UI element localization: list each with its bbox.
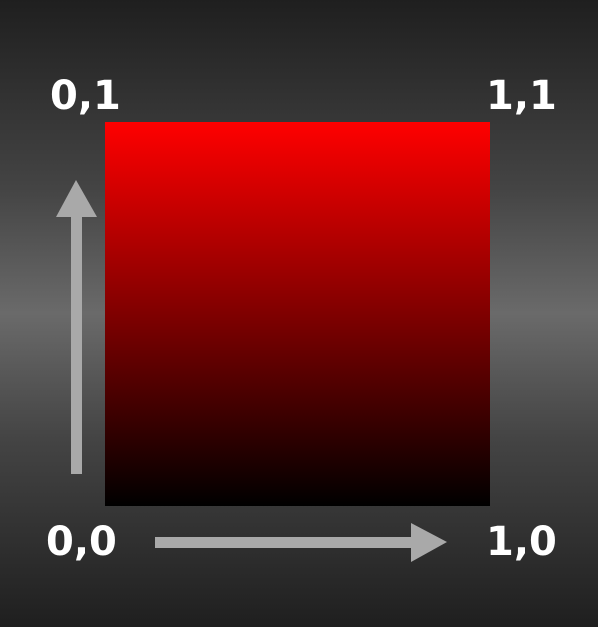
arrow-up-icon: [56, 180, 97, 474]
corner-label-top-right: 1,1: [486, 73, 557, 119]
corner-label-bottom-right: 1,0: [486, 519, 557, 565]
arrow-right-icon: [155, 523, 447, 562]
corner-label-bottom-left: 0,0: [46, 519, 117, 565]
gradient-square: [105, 122, 490, 506]
corner-label-top-left: 0,1: [50, 73, 121, 119]
